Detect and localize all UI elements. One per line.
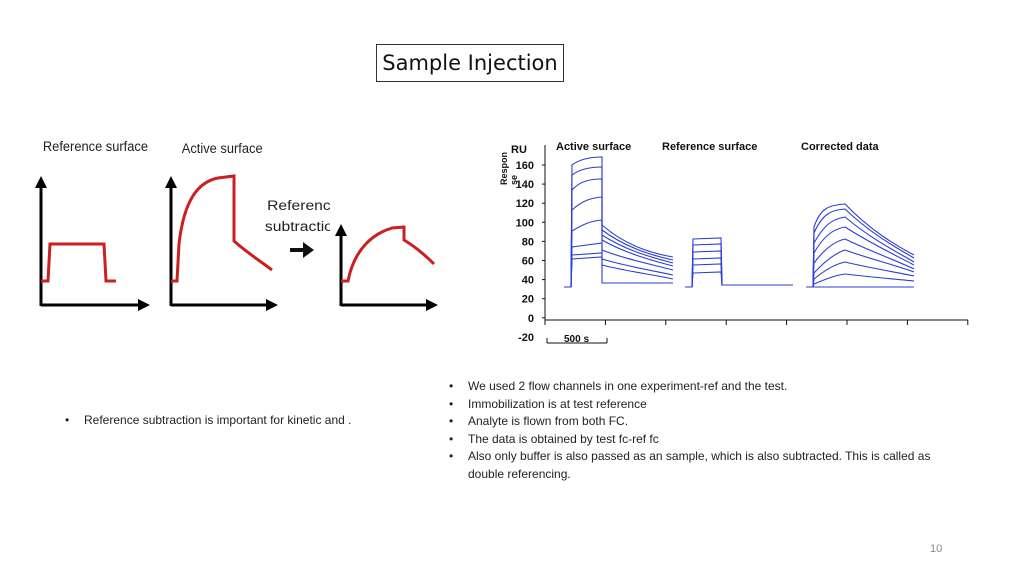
y-tick-label: 100 — [516, 217, 534, 229]
reference-subtraction-schematic: Reference surface Active surface Referen… — [35, 139, 330, 311]
scale-bar — [546, 338, 608, 344]
panel-label-corrected: Corrected data — [801, 141, 880, 153]
y-tick-label: 80 — [522, 236, 534, 248]
axis-title-line1: Respon — [499, 152, 509, 185]
x-axis-ticks — [544, 320, 969, 325]
y-tick-label: 140 — [516, 179, 534, 191]
axis-unit-label: RU — [511, 144, 527, 156]
panel-corrected-schematic — [335, 224, 438, 311]
panel-label-active: Active surface — [556, 141, 631, 153]
label-reference-subtraction: Reference — [267, 199, 330, 214]
panel-label-reference: Reference surface — [662, 141, 757, 153]
bullet-item: The data is obtained by test fc-ref fc — [446, 431, 966, 449]
panel-active-axes — [165, 176, 278, 311]
page-number: 10 — [930, 543, 943, 555]
y-axis-ticks: 160 140 120 100 80 60 40 20 0 -20 — [516, 160, 545, 344]
bullet-item: Immobilization is at test reference — [446, 396, 966, 414]
curves-corrected-data — [806, 203, 915, 288]
label-reference-subtraction-2: subtraction — [265, 220, 330, 235]
label-reference-surface: Reference surface — [43, 139, 148, 155]
reference-curve — [41, 242, 116, 283]
curves-active-surface — [564, 156, 674, 288]
bullet-item: We used 2 flow channels in one experimen… — [446, 378, 966, 396]
active-curve — [171, 174, 273, 283]
axis-title-line2: se — [509, 175, 519, 185]
spr-sensorgram-figure: RU Respon se 160 140 120 100 80 60 40 20 0 -20 Ac… — [499, 141, 969, 345]
y-tick-label: 0 — [528, 313, 534, 325]
slide-title: Sample Injection — [376, 44, 564, 82]
bullet-item: Also only buffer is also passed as an sa… — [446, 448, 966, 483]
curves-reference-surface — [685, 237, 793, 288]
bullet-item: Reference subtraction is important for k… — [62, 413, 351, 427]
bullet-list-right: We used 2 flow channels in one experimen… — [446, 378, 966, 483]
bullet-list-left: Reference subtraction is important for k… — [62, 413, 351, 427]
corrected-curve — [341, 225, 436, 283]
y-tick-label: 60 — [522, 256, 534, 268]
arrow-right-icon — [290, 242, 314, 258]
y-tick-label: -20 — [518, 332, 534, 344]
y-tick-label: 160 — [516, 160, 534, 172]
y-tick-label: 40 — [522, 275, 534, 287]
panel-reference-axes — [35, 176, 150, 311]
y-tick-label: 20 — [522, 294, 534, 306]
panel-corrected-axes — [335, 224, 438, 311]
label-active-surface: Active surface — [182, 141, 263, 157]
bullet-item: Analyte is flown from both FC. — [446, 413, 966, 431]
y-tick-label: 120 — [516, 198, 534, 210]
scale-bar-label: 500 s — [564, 334, 589, 345]
